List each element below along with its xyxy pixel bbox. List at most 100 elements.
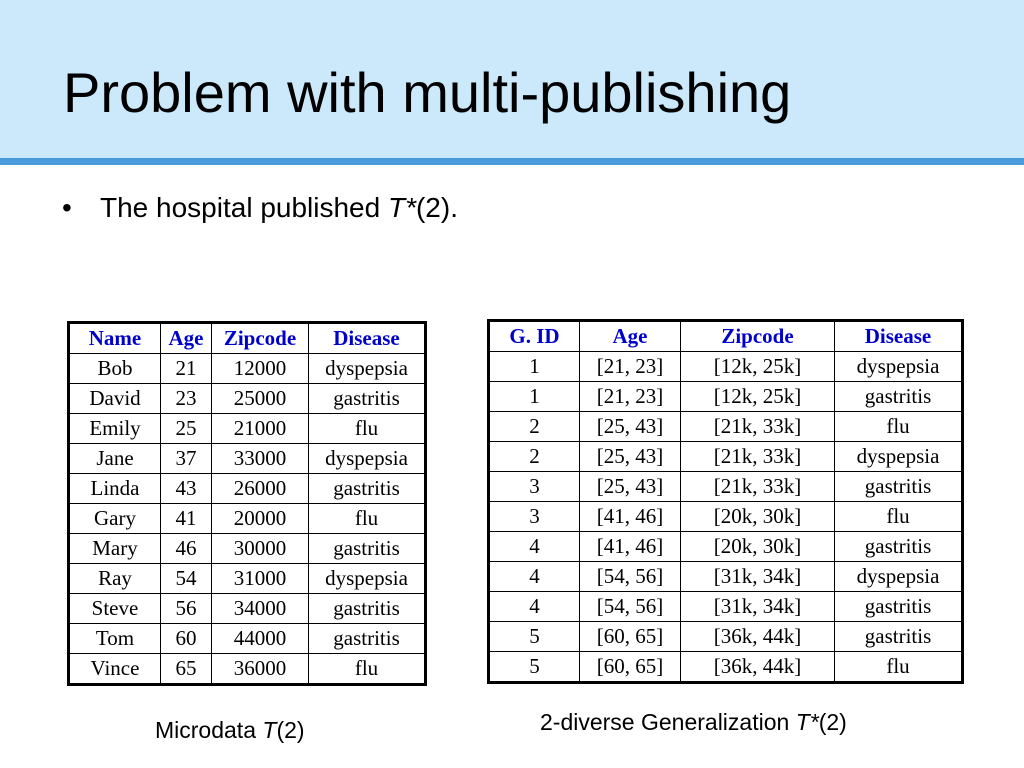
table-cell: flu — [834, 501, 963, 532]
table-cell: 21 — [160, 353, 212, 384]
table-cell: [20k, 30k] — [680, 531, 835, 562]
column-header-disease: Disease — [834, 320, 963, 352]
table-cell: gastritis — [834, 471, 963, 502]
table-cell: [21k, 33k] — [680, 471, 835, 502]
table-cell: dyspepsia — [308, 563, 426, 594]
column-header-group-id: G. ID — [488, 320, 580, 352]
table-cell: [21k, 33k] — [680, 441, 835, 472]
table-row: Ray 54 31000 dyspepsia — [68, 563, 426, 594]
table-cell: [36k, 44k] — [680, 621, 835, 652]
bullet-point: • The hospital published T*(2). — [62, 190, 458, 226]
table-header-row: Name Age Zipcode Disease — [68, 322, 426, 354]
table-row: 5 [60, 65] [36k, 44k] gastritis — [488, 621, 963, 652]
table-cell: 5 — [488, 621, 580, 652]
table-cell: Gary — [68, 503, 161, 534]
table-cell: 56 — [160, 593, 212, 624]
table-cell: [25, 43] — [579, 411, 681, 442]
bullet-text-prefix: The hospital published — [100, 192, 388, 223]
table-cell: Bob — [68, 353, 161, 384]
table-cell: 30000 — [211, 533, 309, 564]
table-cell: [41, 46] — [579, 501, 681, 532]
table-cell: 23 — [160, 383, 212, 414]
table-cell: [21, 23] — [579, 351, 681, 382]
table-cell: gastritis — [834, 381, 963, 412]
table-cell: [60, 65] — [579, 651, 681, 683]
table-cell: [21k, 33k] — [680, 411, 835, 442]
table-cell: flu — [834, 411, 963, 442]
generalization-caption: 2-diverse Generalization T*(2) — [540, 707, 847, 737]
table-row: Emily 25 21000 flu — [68, 413, 426, 444]
table-cell: 1 — [488, 351, 580, 382]
table-cell: gastritis — [308, 533, 426, 564]
table-cell: [60, 65] — [579, 621, 681, 652]
table-cell: 3 — [488, 471, 580, 502]
column-header-zipcode: Zipcode — [211, 322, 309, 354]
table-cell: [21, 23] — [579, 381, 681, 412]
table-cell: flu — [834, 651, 963, 683]
table-cell: gastritis — [308, 473, 426, 504]
bullet-marker: • — [62, 192, 72, 223]
slide-title: Problem with multi-publishing — [63, 61, 792, 124]
table-cell: 46 — [160, 533, 212, 564]
table-cell: [12k, 25k] — [680, 381, 835, 412]
table-cell: 2 — [488, 441, 580, 472]
table-row: 4 [41, 46] [20k, 30k] gastritis — [488, 531, 963, 562]
table-cell: 37 — [160, 443, 212, 474]
table-cell: 26000 — [211, 473, 309, 504]
table-cell: 54 — [160, 563, 212, 594]
table-cell: 25 — [160, 413, 212, 444]
table-cell: Linda — [68, 473, 161, 504]
table-row: Vince 65 36000 flu — [68, 653, 426, 685]
table-cell: Vince — [68, 653, 161, 685]
table-cell: gastritis — [308, 383, 426, 414]
table-row: 5 [60, 65] [36k, 44k] flu — [488, 651, 963, 683]
table-cell: 31000 — [211, 563, 309, 594]
table-cell: 44000 — [211, 623, 309, 654]
table-header-row: G. ID Age Zipcode Disease — [488, 320, 963, 352]
caption-emphasis: T — [262, 717, 277, 743]
table-cell: [20k, 30k] — [680, 501, 835, 532]
table-cell: 25000 — [211, 383, 309, 414]
table-cell: Steve — [68, 593, 161, 624]
table-cell: 20000 — [211, 503, 309, 534]
caption-suffix: (2) — [276, 717, 305, 743]
table-row: David 23 25000 gastritis — [68, 383, 426, 414]
table-cell: flu — [308, 653, 426, 685]
table-cell: 5 — [488, 651, 580, 683]
table-cell: 4 — [488, 531, 580, 562]
column-header-zipcode: Zipcode — [680, 320, 835, 352]
table-cell: Emily — [68, 413, 161, 444]
table-cell: Mary — [68, 533, 161, 564]
table-row: Linda 43 26000 gastritis — [68, 473, 426, 504]
table-cell: [54, 56] — [579, 591, 681, 622]
bullet-text-suffix: (2). — [415, 192, 458, 223]
table-cell: 4 — [488, 561, 580, 592]
table-cell: dyspepsia — [308, 353, 426, 384]
bullet-text-emphasis: T* — [387, 192, 416, 223]
column-header-name: Name — [68, 322, 161, 354]
table-cell: 3 — [488, 501, 580, 532]
table-cell: Ray — [68, 563, 161, 594]
table-row: Steve 56 34000 gastritis — [68, 593, 426, 624]
table-cell: 2 — [488, 411, 580, 442]
table-cell: dyspepsia — [308, 443, 426, 474]
table-row: 1 [21, 23] [12k, 25k] gastritis — [488, 381, 963, 412]
table-cell: Jane — [68, 443, 161, 474]
microdata-caption: Microdata T(2) — [155, 715, 305, 745]
table-row: 2 [25, 43] [21k, 33k] flu — [488, 411, 963, 442]
table-cell: 12000 — [211, 353, 309, 384]
table-row: Gary 41 20000 flu — [68, 503, 426, 534]
microdata-table: Name Age Zipcode Disease Bob 21 12000 dyspe… — [67, 321, 427, 686]
table-row: 3 [25, 43] [21k, 33k] gastritis — [488, 471, 963, 502]
table-row: 4 [54, 56] [31k, 34k] gastritis — [488, 591, 963, 622]
table-cell: 33000 — [211, 443, 309, 474]
caption-emphasis: T* — [795, 709, 819, 735]
table-row: 1 [21, 23] [12k, 25k] dyspepsia — [488, 351, 963, 382]
table-cell: gastritis — [834, 531, 963, 562]
generalization-table: G. ID Age Zipcode Disease 1 [21, 23] [12k,… — [487, 319, 964, 684]
title-band — [0, 0, 1024, 158]
table-cell: flu — [308, 503, 426, 534]
column-header-age: Age — [579, 320, 681, 352]
table-cell: 34000 — [211, 593, 309, 624]
table-cell: 21000 — [211, 413, 309, 444]
